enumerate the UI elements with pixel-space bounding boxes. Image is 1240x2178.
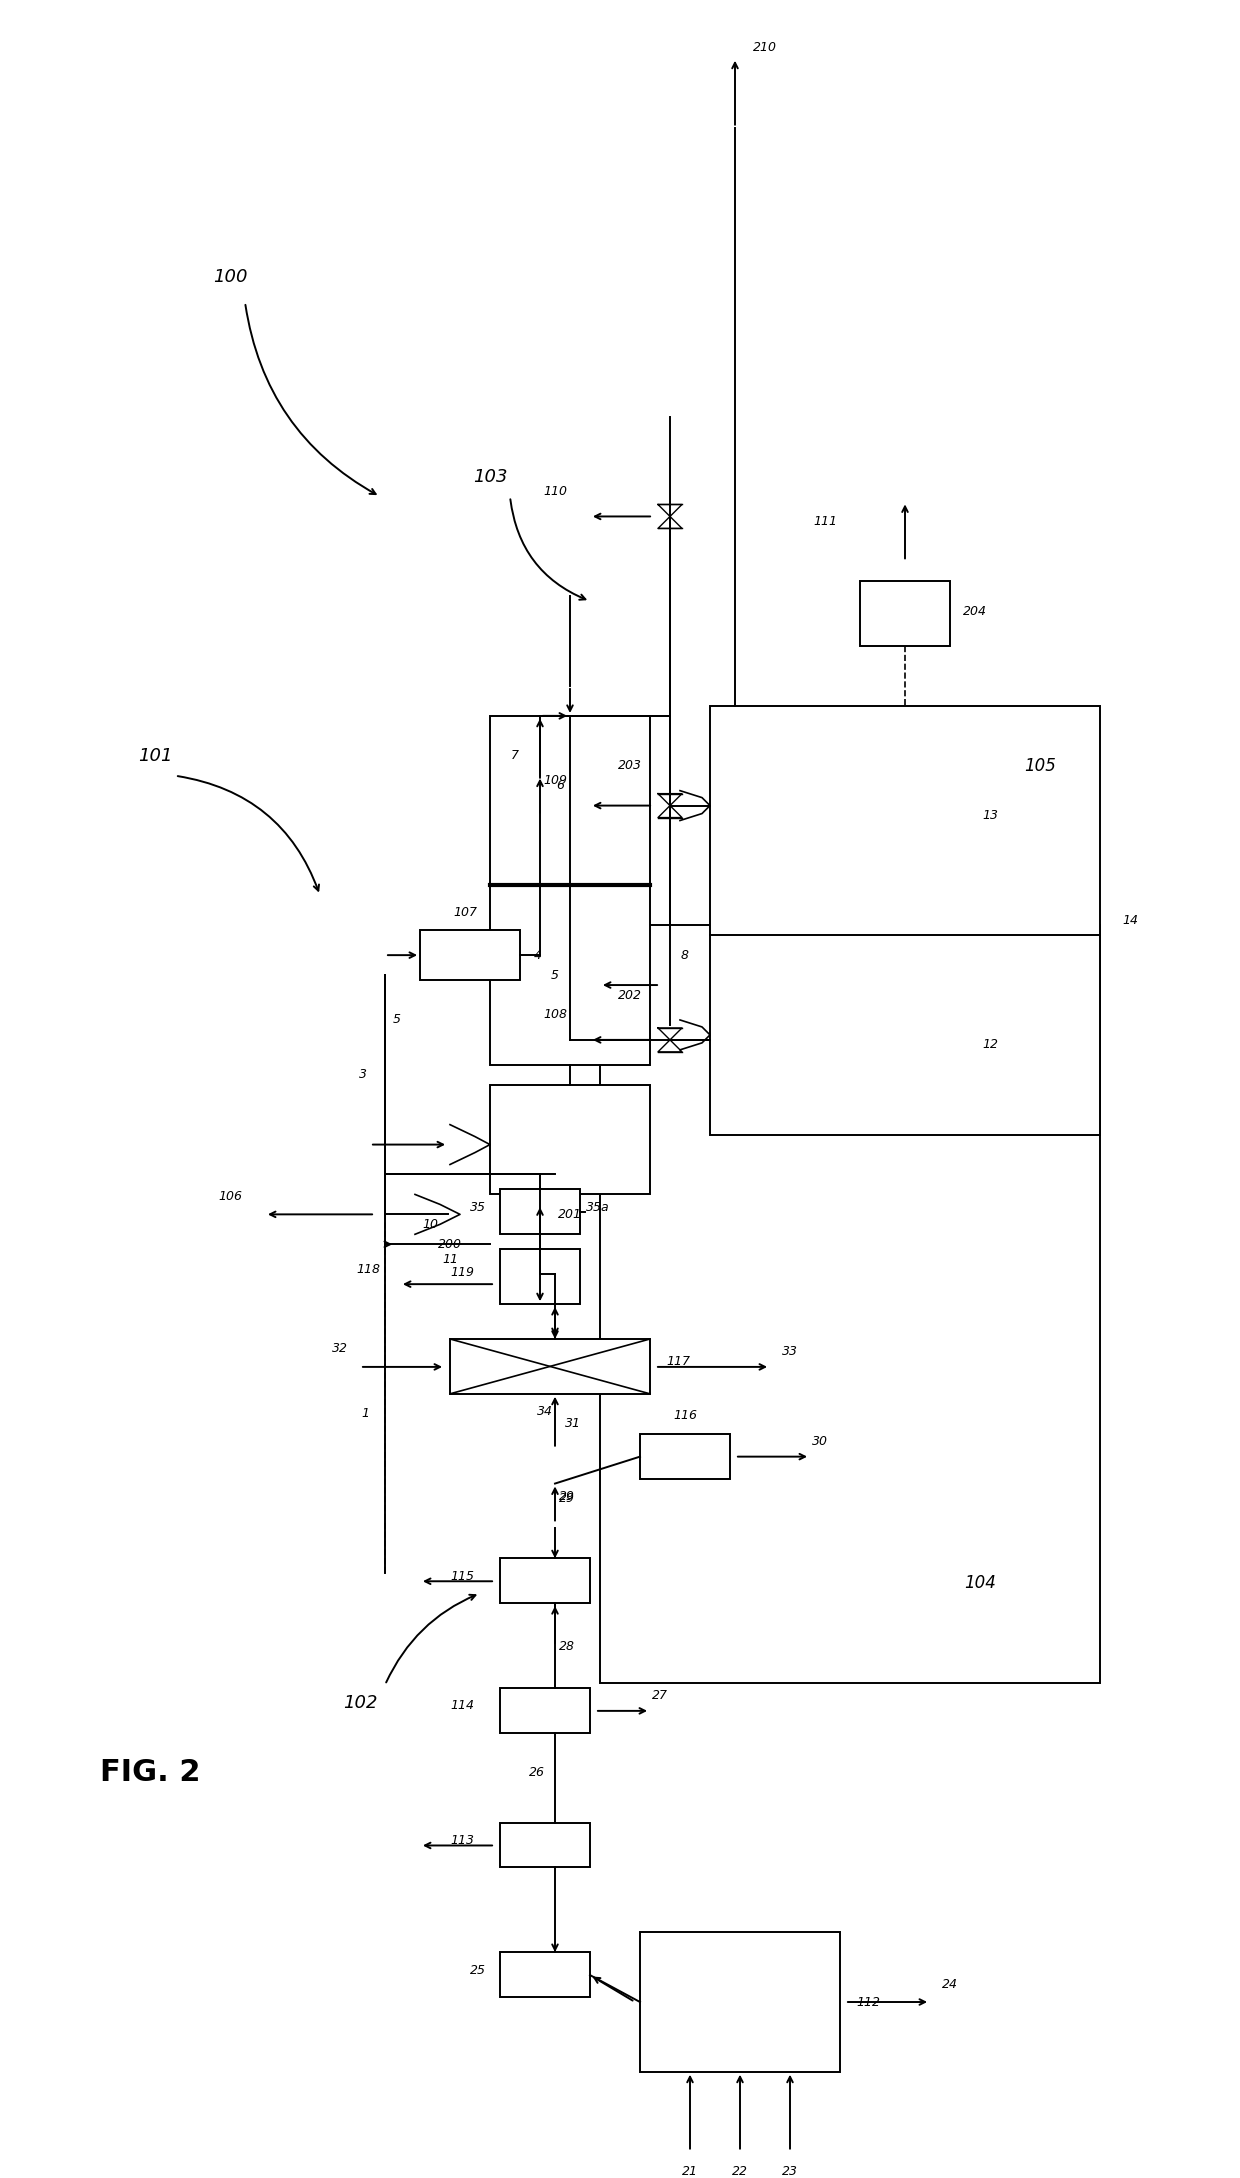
Text: 28: 28 [559, 1640, 575, 1653]
Text: 104: 104 [963, 1575, 996, 1592]
Text: 4: 4 [534, 950, 542, 963]
Text: 29: 29 [559, 1490, 575, 1503]
Text: 31: 31 [565, 1418, 582, 1431]
Text: 106: 106 [218, 1189, 242, 1202]
Text: 110: 110 [543, 486, 567, 499]
Text: 113: 113 [450, 1834, 474, 1847]
Bar [500, 1951, 590, 1997]
Text: 21: 21 [682, 2165, 698, 2178]
Text: 8: 8 [681, 950, 689, 963]
Bar [861, 582, 950, 647]
Text: 115: 115 [450, 1570, 474, 1583]
Text: 35a: 35a [587, 1200, 610, 1213]
Text: 35: 35 [470, 1200, 486, 1213]
Text: 1: 1 [361, 1407, 370, 1420]
Text: 27: 27 [652, 1690, 668, 1703]
Text: 7: 7 [511, 749, 520, 762]
Text: 13: 13 [982, 808, 998, 821]
Bar [600, 926, 1100, 1684]
Bar [420, 930, 520, 980]
Text: 202: 202 [618, 989, 642, 1002]
Text: 210: 210 [753, 41, 777, 54]
Bar [500, 1823, 590, 1867]
Bar [500, 1250, 580, 1305]
Bar [490, 717, 650, 1065]
Bar [490, 1085, 650, 1194]
Text: 112: 112 [856, 1995, 880, 2008]
Bar [500, 1189, 580, 1235]
Text: 10: 10 [422, 1218, 438, 1231]
Text: 30: 30 [812, 1435, 828, 1448]
Text: 26: 26 [529, 1766, 546, 1779]
Bar [711, 706, 1100, 1135]
Bar [500, 1688, 590, 1734]
Text: 12: 12 [982, 1039, 998, 1052]
Text: 108: 108 [543, 1008, 567, 1021]
Text: 201: 201 [558, 1209, 582, 1222]
Text: FIG. 2: FIG. 2 [99, 1758, 200, 1788]
Text: 116: 116 [673, 1409, 697, 1422]
Text: 101: 101 [138, 747, 172, 764]
Text: 107: 107 [453, 906, 477, 919]
Text: 3: 3 [360, 1067, 367, 1080]
Text: 102: 102 [342, 1694, 377, 1712]
Text: 114: 114 [450, 1699, 474, 1712]
Text: 24: 24 [942, 1978, 959, 1991]
Text: 100: 100 [213, 268, 247, 285]
Text: 23: 23 [782, 2165, 799, 2178]
Text: 119: 119 [450, 1265, 474, 1278]
Text: 32: 32 [332, 1342, 348, 1355]
Text: 25: 25 [470, 1965, 486, 1978]
Bar [450, 1339, 650, 1394]
Text: 203: 203 [618, 760, 642, 773]
Text: 6: 6 [556, 780, 564, 793]
Text: 109: 109 [543, 773, 567, 786]
Text: 105: 105 [1024, 756, 1056, 775]
Text: 200: 200 [438, 1237, 463, 1250]
Text: 14: 14 [1122, 915, 1138, 928]
Text: 118: 118 [356, 1263, 379, 1276]
Bar [500, 1557, 590, 1603]
Text: 11: 11 [441, 1252, 458, 1265]
Bar [640, 1932, 839, 2071]
Text: 22: 22 [732, 2165, 748, 2178]
Text: 103: 103 [472, 468, 507, 486]
Text: 204: 204 [963, 605, 987, 619]
Text: 34: 34 [537, 1405, 553, 1418]
Text: 29: 29 [559, 1492, 575, 1505]
Text: 111: 111 [813, 514, 837, 527]
Text: 5: 5 [551, 969, 559, 982]
Bar [640, 1433, 730, 1479]
Text: 33: 33 [782, 1346, 799, 1359]
Text: 5: 5 [393, 1013, 401, 1026]
Text: 117: 117 [666, 1355, 689, 1368]
